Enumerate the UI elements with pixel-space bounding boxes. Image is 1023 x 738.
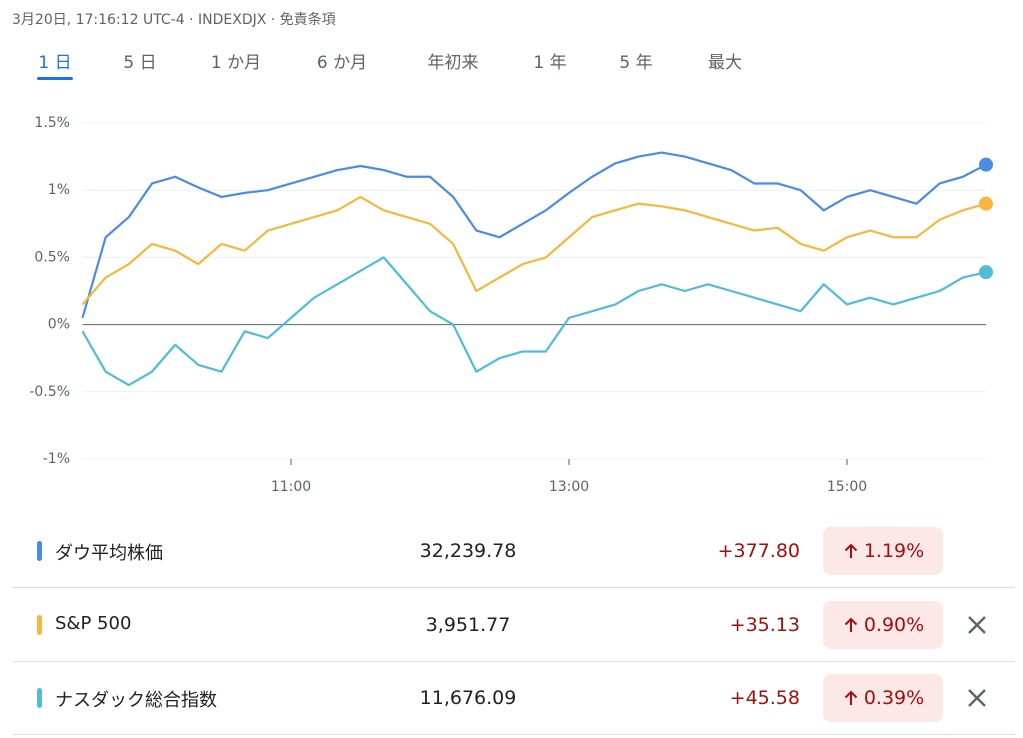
x-tick-label: 13:00 [549,479,589,495]
up-arrow [844,543,858,558]
tab[interactable]: 1 日 [38,53,72,73]
tab[interactable]: 1 年 [533,53,567,73]
close-icon [968,616,986,634]
tab[interactable]: 年初来 [427,53,479,73]
tab[interactable]: 最大 [708,53,742,73]
remove-button[interactable] [965,613,989,641]
x-tick-label: 11:00 [271,479,311,495]
change: +377.80 [717,540,800,562]
change-pct-badge: 1.19% [823,527,943,575]
tab[interactable]: 5 年 [619,53,653,73]
price: 3,951.77 [425,614,511,636]
quote-row[interactable]: S&P 500 3,951.77 +35.13 0.90% [13,589,1015,662]
legend-marker [37,615,42,635]
chart: -1% -0.5% 0% 0.5% 1% 1.5% 11:00 13:00 15:00 [29,115,993,495]
price: 11,676.09 [419,687,517,709]
header: 3月20日, 17:16:12 UTC-4 · INDEXDJX · 免責条項 [12,12,336,28]
up-arrow [844,690,858,705]
change: +35.13 [729,614,800,636]
end-dot [979,265,993,280]
series-name: ナスダック総合指数 [55,690,217,711]
end-dot [979,196,993,211]
change-pct: 1.19% [863,540,925,562]
change: +45.58 [729,687,800,709]
quote-row[interactable]: ダウ平均株価 32,239.78 +377.80 1.19% [13,515,1015,588]
change-pct-badge: 0.39% [823,674,943,722]
remove-button[interactable] [965,686,989,714]
series-line [81,195,987,306]
y-tick-label: 1% [48,182,70,198]
series-name: ダウ平均株価 [55,543,163,564]
y-tick-label: -0.5% [29,384,70,400]
y-tick-label: 0% [48,317,70,333]
series-line [81,151,987,319]
tab[interactable]: 6 か月 [316,53,368,73]
legend-marker [37,688,42,708]
quote-row[interactable]: ナスダック総合指数 11,676.09 +45.58 0.39% [13,662,1015,735]
change-pct: 0.39% [863,687,925,709]
y-tick-label: 1.5% [34,115,70,131]
up-arrow [844,617,858,632]
series-line [81,256,987,387]
close-icon [968,689,986,707]
legend-marker [37,541,42,561]
tab[interactable]: 5 日 [123,53,157,73]
tabs: 1 日 5 日 1 か月 6 か月 年初来 1 年 5 年 最大 [0,48,800,84]
price: 32,239.78 [419,540,517,562]
x-tick-label: 15:00 [827,479,867,495]
y-tick-label: -1% [43,451,70,467]
series-name: S&P 500 [55,613,132,634]
change-pct: 0.90% [863,614,925,636]
tab[interactable]: 1 か月 [210,53,262,73]
change-pct-badge: 0.90% [823,601,943,649]
end-dot [979,157,993,172]
tab-underline [37,77,73,80]
y-tick-label: 0.5% [34,249,70,265]
